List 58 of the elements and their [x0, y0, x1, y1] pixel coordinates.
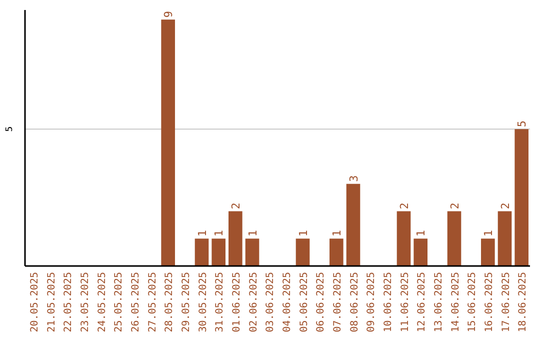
- x-tick-label: 15.06.2025: [467, 272, 478, 332]
- x-tick-label: 02.06.2025: [248, 272, 260, 332]
- x-tick-label: 07.06.2025: [332, 272, 344, 332]
- bar: [194, 238, 209, 266]
- x-tick-label: 26.05.2025: [130, 272, 142, 332]
- x-tick-label: 16.06.2025: [484, 272, 495, 332]
- x-tick-label: 10.06.2025: [382, 272, 394, 332]
- x-tick-label: 28.05.2025: [164, 272, 176, 332]
- x-tick-label: 01.06.2025: [231, 272, 242, 332]
- x-tick-label: 29.05.2025: [180, 272, 192, 332]
- bar: [330, 238, 344, 266]
- x-tick-label: 18.06.2025: [518, 272, 529, 332]
- x-tick-label: 23.05.2025: [80, 272, 91, 332]
- bar: [245, 238, 260, 266]
- x-tick-label: 30.05.2025: [198, 272, 209, 332]
- bar: [514, 129, 528, 266]
- x-tick-label: 03.06.2025: [265, 272, 276, 332]
- data-label: 2: [398, 202, 411, 210]
- x-tick-label: 31.05.2025: [214, 272, 226, 332]
- data-label: 2: [229, 202, 242, 210]
- x-tick-label: 14.06.2025: [450, 272, 462, 332]
- x-tick-label: 22.05.2025: [63, 272, 74, 332]
- data-label: 1: [246, 230, 260, 237]
- bar: [414, 238, 428, 266]
- x-tick-label: 06.06.2025: [316, 272, 327, 332]
- bar: [296, 238, 310, 266]
- data-label: 3: [347, 175, 360, 182]
- data-label: 1: [330, 230, 344, 237]
- bar: [212, 238, 226, 266]
- bar: [481, 238, 495, 266]
- data-label: 2: [498, 202, 512, 210]
- bar: [228, 211, 242, 266]
- bar: [346, 184, 360, 266]
- x-tick-label: 21.05.2025: [46, 272, 58, 332]
- data-label: 1: [212, 230, 226, 237]
- data-label: 1: [296, 230, 310, 237]
- data-label: 1: [482, 230, 495, 237]
- data-label: 9: [162, 10, 176, 18]
- data-label: 5: [516, 120, 529, 128]
- x-tick-label: 20.05.2025: [29, 272, 40, 332]
- x-tick-label: 05.06.2025: [298, 272, 310, 332]
- data-label: 1: [196, 230, 209, 237]
- bar: [161, 20, 175, 266]
- bar: [396, 211, 411, 266]
- x-tick-label: 13.06.2025: [433, 272, 444, 332]
- x-tick-label: 11.06.2025: [400, 272, 411, 332]
- x-tick-label: 09.06.2025: [366, 272, 378, 332]
- x-tick-label: 04.06.2025: [282, 272, 293, 332]
- x-tick-label: 25.05.2025: [114, 272, 125, 332]
- x-tick-label: 17.06.2025: [500, 272, 512, 332]
- x-tick-label: 27.05.2025: [147, 272, 158, 332]
- data-label: 2: [448, 202, 462, 210]
- x-tick-label: 24.05.2025: [96, 272, 108, 332]
- x-tick-label: 08.06.2025: [349, 272, 360, 332]
- bar: [447, 211, 462, 266]
- bar: [498, 211, 512, 266]
- data-label: 1: [414, 230, 428, 237]
- x-tick-label: 12.06.2025: [416, 272, 428, 332]
